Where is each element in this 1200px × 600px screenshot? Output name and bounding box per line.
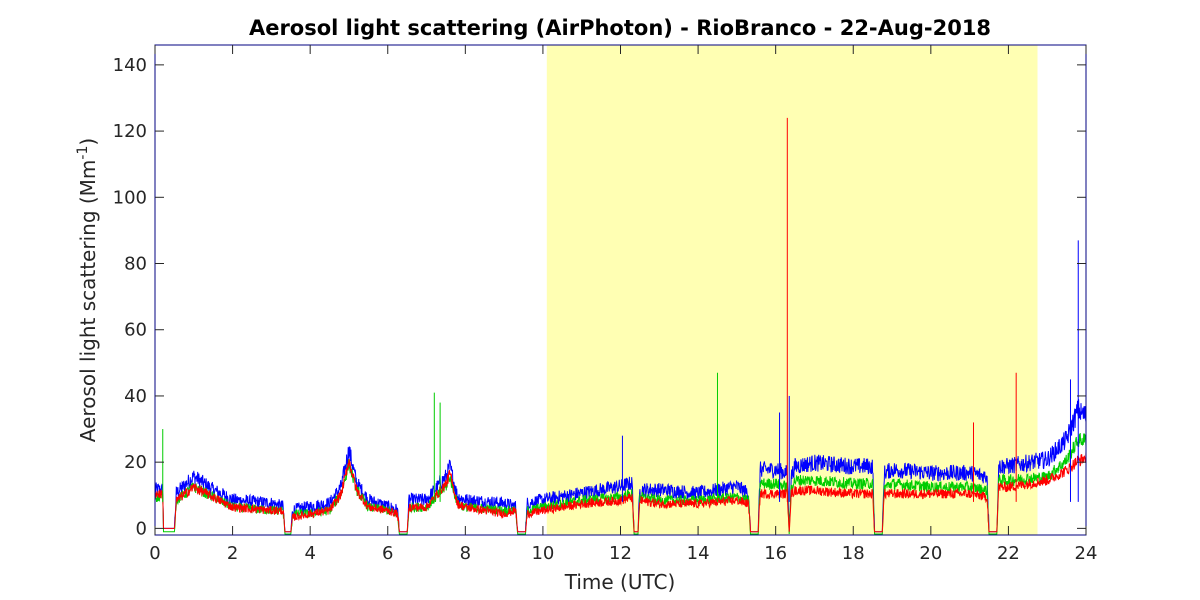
x-tick-label: 10 [531, 543, 554, 564]
x-tick-label: 6 [382, 543, 393, 564]
x-tick-label: 14 [687, 543, 710, 564]
y-axis-label-main: Aerosol light scattering (Mm [76, 160, 100, 443]
y-tick-label: 80 [124, 254, 147, 275]
y-axis: 0 20 40 60 80 100 120 140 [113, 55, 1086, 539]
x-tick-label: 24 [1075, 543, 1098, 564]
x-tick-label: 4 [304, 543, 315, 564]
x-tick-label: 2 [227, 543, 238, 564]
x-tick-label: 18 [842, 543, 865, 564]
x-axis-label: Time (UTC) [564, 570, 676, 594]
y-axis-label-close: ) [76, 138, 100, 146]
x-tick-label: 0 [149, 543, 160, 564]
y-tick-label: 40 [124, 386, 147, 407]
series-group [154, 399, 1087, 535]
series-line-red [154, 451, 1087, 533]
plot-area [154, 44, 1087, 536]
x-axis: 0 2 4 6 8 10 12 14 16 18 20 22 24 [149, 45, 1097, 564]
y-axis-label-superscript: -1 [75, 146, 91, 160]
spike-group [162, 117, 1079, 502]
y-tick-label: 120 [113, 121, 147, 142]
x-tick-label: 20 [919, 543, 942, 564]
y-tick-label: 140 [113, 55, 147, 76]
y-tick-label: 20 [124, 452, 147, 473]
y-tick-label: 0 [136, 518, 147, 539]
y-tick-label: 100 [113, 187, 147, 208]
x-tick-label: 22 [997, 543, 1020, 564]
series-line-blue [154, 399, 1087, 533]
daylight-shading [546, 45, 1038, 535]
x-tick-label: 16 [764, 543, 787, 564]
x-tick-label: 12 [609, 543, 632, 564]
y-axis-label: Aerosol light scattering (Mm-1) [75, 138, 100, 442]
x-tick-label: 8 [460, 543, 471, 564]
y-tick-label: 60 [124, 320, 147, 341]
chart-title: Aerosol light scattering (AirPhoton) - R… [249, 16, 991, 40]
